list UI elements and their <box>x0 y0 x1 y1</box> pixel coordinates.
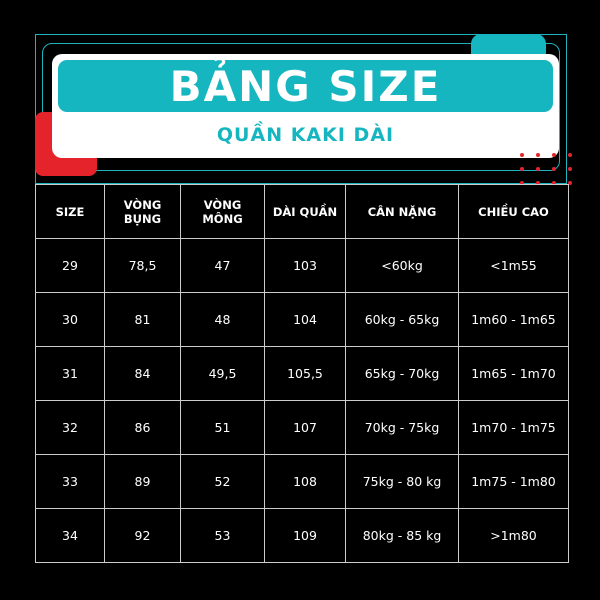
cell-hip: 52 <box>180 454 265 509</box>
table-row: 34 92 53 109 80kg - 85 kg >1m80 <box>35 508 569 563</box>
dot <box>552 181 556 185</box>
cell-height: 1m70 - 1m75 <box>458 400 569 455</box>
cell-waist: 81 <box>104 292 181 347</box>
table-row: 29 78,5 47 103 <60kg <1m55 <box>35 238 569 293</box>
cell-size: 33 <box>35 454 105 509</box>
page-title: BẢNG SIZE <box>58 60 553 112</box>
cell-weight: <60kg <box>345 238 459 293</box>
table-header-row: SIZE VÒNG BỤNG VÒNG MÔNG DÀI QUẦN CÂN NẶ… <box>35 184 569 239</box>
header-length: DÀI QUẦN <box>264 184 346 239</box>
header-height: CHIỀU CAO <box>458 184 569 239</box>
cell-weight: 65kg - 70kg <box>345 346 459 401</box>
table-row: 31 84 49,5 105,5 65kg - 70kg 1m65 - 1m70 <box>35 346 569 401</box>
dot <box>536 181 540 185</box>
cell-waist: 86 <box>104 400 181 455</box>
cell-length: 109 <box>264 508 346 563</box>
header-inner-frame <box>42 43 560 171</box>
cell-size: 31 <box>35 346 105 401</box>
cell-length: 108 <box>264 454 346 509</box>
cell-weight: 60kg - 65kg <box>345 292 459 347</box>
cell-height: 1m60 - 1m65 <box>458 292 569 347</box>
cell-height: >1m80 <box>458 508 569 563</box>
cell-height: 1m65 - 1m70 <box>458 346 569 401</box>
dot <box>568 181 572 185</box>
cell-waist: 92 <box>104 508 181 563</box>
cell-hip: 48 <box>180 292 265 347</box>
cell-length: 105,5 <box>264 346 346 401</box>
header-hip: VÒNG MÔNG <box>180 184 265 239</box>
cell-length: 103 <box>264 238 346 293</box>
dot <box>536 167 540 171</box>
size-table: SIZE VÒNG BỤNG VÒNG MÔNG DÀI QUẦN CÂN NẶ… <box>35 184 569 563</box>
cell-hip: 49,5 <box>180 346 265 401</box>
cell-length: 107 <box>264 400 346 455</box>
cell-waist: 89 <box>104 454 181 509</box>
dot <box>552 153 556 157</box>
cell-weight: 75kg - 80 kg <box>345 454 459 509</box>
dot <box>520 181 524 185</box>
header-size: SIZE <box>35 184 105 239</box>
header-waist: VÒNG BỤNG <box>104 184 181 239</box>
dot <box>520 167 524 171</box>
dot <box>520 153 524 157</box>
cell-length: 104 <box>264 292 346 347</box>
dot <box>568 167 572 171</box>
cell-height: <1m55 <box>458 238 569 293</box>
cell-size: 34 <box>35 508 105 563</box>
cell-size: 30 <box>35 292 105 347</box>
cell-weight: 80kg - 85 kg <box>345 508 459 563</box>
header-frame <box>35 34 567 184</box>
page-subtitle: QUẦN KAKI DÀI <box>216 124 395 146</box>
dot <box>536 153 540 157</box>
dot <box>568 153 572 157</box>
table-row: 33 89 52 108 75kg - 80 kg 1m75 - 1m80 <box>35 454 569 509</box>
cell-hip: 53 <box>180 508 265 563</box>
table-row: 30 81 48 104 60kg - 65kg 1m60 - 1m65 <box>35 292 569 347</box>
decorative-dots <box>520 153 572 185</box>
cell-weight: 70kg - 75kg <box>345 400 459 455</box>
table-row: 32 86 51 107 70kg - 75kg 1m70 - 1m75 <box>35 400 569 455</box>
cell-height: 1m75 - 1m80 <box>458 454 569 509</box>
dot <box>552 167 556 171</box>
cell-size: 32 <box>35 400 105 455</box>
header-weight: CÂN NẶNG <box>345 184 459 239</box>
cell-size: 29 <box>35 238 105 293</box>
cell-waist: 84 <box>104 346 181 401</box>
cell-hip: 47 <box>180 238 265 293</box>
cell-waist: 78,5 <box>104 238 181 293</box>
cell-hip: 51 <box>180 400 265 455</box>
